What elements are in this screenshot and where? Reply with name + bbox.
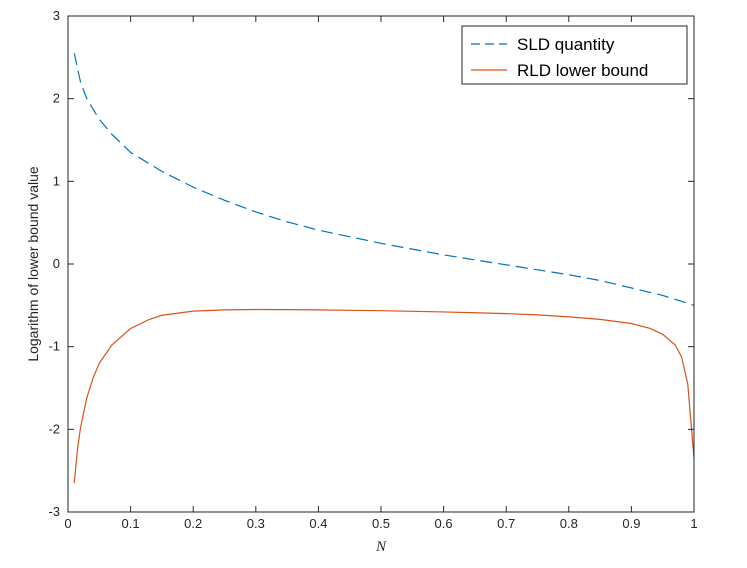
plot-area [68,16,694,512]
x-tick-label: 0.5 [372,516,390,531]
legend-label-rld: RLD lower bound [517,61,648,80]
x-tick-label: 0.3 [247,516,265,531]
x-tick-label: 0.4 [309,516,327,531]
legend-box [461,25,688,85]
y-tick-label: 3 [53,8,60,23]
y-tick-label: -3 [48,504,60,519]
x-tick-label: 1 [690,516,697,531]
y-tick-label: -1 [48,339,60,354]
series-layer [73,53,695,484]
y-tick-label: 0 [53,256,60,271]
series-line-rld-lower-bound [73,308,695,484]
ticks-layer: 0 0.1 0.2 0.3 0.4 0.5 0.6 0.7 0.8 0.9 1 -3 -2 -1 0 1 2 3 [48,8,697,531]
x-tick-label: 0.9 [622,516,640,531]
x-axis-label: N [375,539,387,555]
x-tick-label: 0.8 [560,516,578,531]
legend-label-sld: SLD quantity [517,35,615,54]
series-line-sld-quantity [73,53,695,306]
x-tick-label: 0.7 [497,516,515,531]
y-tick-label: 1 [53,173,60,188]
x-tick-label: 0.2 [184,516,202,531]
y-tick-label: 2 [53,91,60,106]
x-tick-label: 0.1 [122,516,140,531]
y-axis-label: Logarithm of lower bound value [25,166,41,362]
y-tick-label: -2 [48,421,60,436]
legend: SLD quantity RLD lower bound [461,25,688,85]
x-tick-label: 0.6 [435,516,453,531]
x-tick-label: 0 [64,516,71,531]
